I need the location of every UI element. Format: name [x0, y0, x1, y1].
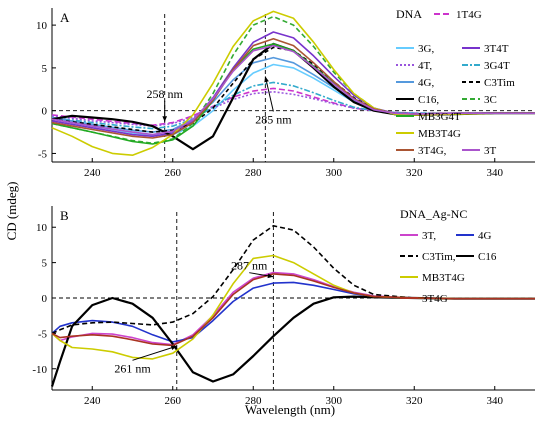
series-line-1t4g	[51, 87, 535, 126]
annotation-285-nm: 285 nm	[255, 113, 292, 127]
legend: DNA 1T4G 3G, 3T4T 4T, 3G4T 4G, C3Tim C16, 3C MB3G4…	[396, 7, 515, 157]
legend-label-mb3t4g: MB3T4G	[422, 272, 465, 284]
legend-title: DNA_Ag-NC	[400, 207, 467, 221]
legend-label-c3tim: C3Tim	[484, 77, 515, 89]
x-tick-label: 340	[487, 395, 504, 407]
x-tick-label: 280	[245, 167, 262, 179]
x-tick-label: 300	[326, 167, 343, 179]
y-tick-label: 0	[42, 106, 48, 118]
y-tick-label: -10	[32, 364, 47, 376]
legend-label-4t: 4T,	[418, 60, 432, 72]
legend-label-3g: 3G,	[418, 43, 434, 55]
y-tick-label: 5	[42, 63, 48, 75]
x-tick-label: 280	[245, 395, 262, 407]
legend-label-mb3g4t: MB3G4T	[418, 111, 461, 123]
legend-label-3t: 3T,	[422, 230, 436, 242]
x-tick-label: 340	[487, 167, 504, 179]
arrow-head	[170, 345, 177, 351]
series-line-3t4g	[51, 273, 535, 347]
legend-title: DNA	[396, 7, 422, 21]
shared-y-axis-title: CD (mdeg)	[4, 182, 19, 241]
y-tick-label: 5	[42, 258, 48, 270]
annotation-258-nm: 258 nm	[147, 87, 184, 101]
legend-label-c16: C16,	[418, 94, 439, 106]
y-tick-label: -5	[38, 328, 48, 340]
annotation-arrow	[132, 345, 177, 361]
series-line-mb3t4g	[51, 10, 535, 156]
legend-label-3t4g: 3T4G	[422, 293, 448, 305]
legend: DNA_Ag-NC 3T, 4G C3Tim, C16 MB3T4G 3T4G	[400, 207, 497, 305]
legend-label-3t: 3T	[484, 145, 497, 157]
x-tick-label: 320	[406, 395, 423, 407]
panel-label: B	[60, 208, 69, 223]
x-tick-label: 260	[165, 167, 182, 179]
legend-label-mb3t4g: MB3T4G	[418, 128, 461, 140]
legend-label-c3tim: C3Tim,	[422, 251, 456, 263]
series-line-4g	[51, 281, 535, 343]
legend-label-3c: 3C	[484, 94, 497, 106]
shared-x-axis-title: Wavelength (nm)	[245, 402, 335, 417]
y-tick-label: 0	[42, 293, 48, 305]
x-tick-label: 320	[406, 167, 423, 179]
series-line-c3tim	[51, 225, 535, 335]
series-line-4t	[51, 91, 535, 127]
x-tick-label: 240	[84, 395, 101, 407]
arrow-head	[267, 273, 274, 279]
panel-label: A	[60, 10, 70, 25]
arrow-head	[162, 116, 168, 122]
y-tick-label: 10	[36, 222, 48, 234]
series-line-3t	[51, 44, 535, 136]
series-line-mb3t4g	[51, 254, 535, 360]
annotation-287-nm: 287 nm	[231, 259, 268, 273]
legend-label-c16: C16	[478, 251, 497, 263]
legend-label-3g4t: 3G4T	[484, 60, 510, 72]
y-tick-label: 10	[36, 20, 48, 32]
legend-label-4g: 4G	[478, 230, 492, 242]
x-tick-label: 300	[326, 395, 343, 407]
legend-label-3t4g: 3T4G,	[418, 145, 447, 157]
y-tick-label: -5	[38, 148, 48, 160]
annotation-arrow	[264, 76, 274, 112]
legend-label-3t4t: 3T4T	[484, 43, 509, 55]
x-tick-label: 240	[84, 167, 101, 179]
legend-label-1t4g: 1T4G	[456, 9, 482, 21]
annotation-261-nm: 261 nm	[114, 361, 151, 375]
series-line-c3tim	[51, 46, 535, 133]
arrow-head	[264, 76, 269, 83]
panel-b: 240 260 280 300 320 340 -10 -5 0 5 10 287 nm 261 nm B…	[32, 206, 535, 407]
legend-label-4g: 4G,	[418, 77, 434, 89]
panel-a: 240 260 280 300 320 340 -5 0 5 10 258 nm 285 nm A DNA…	[36, 7, 535, 179]
x-tick-label: 260	[165, 395, 182, 407]
